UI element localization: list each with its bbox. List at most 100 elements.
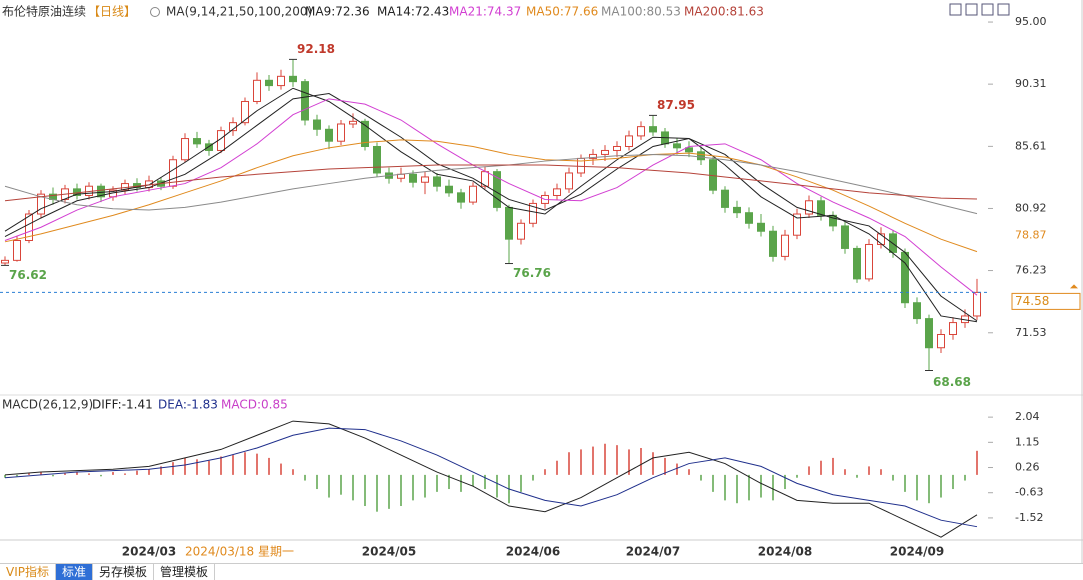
y-tick-label: 90.31 (1015, 77, 1047, 90)
candle-body (253, 79, 261, 102)
candle-body (937, 333, 945, 349)
tab[interactable]: 另存模板 (93, 564, 155, 580)
candle-body (673, 143, 681, 149)
period[interactable]: 【日线】 (88, 5, 136, 19)
macd-line (4, 427, 978, 528)
y-tick-label: 95.00 (1015, 15, 1047, 28)
candle-body (757, 222, 765, 232)
y-tick-label: 80.92 (1015, 201, 1047, 214)
candle-body (913, 302, 921, 320)
candle-body (457, 192, 465, 203)
candle-body (1, 259, 9, 264)
candle-body (601, 149, 609, 155)
candle-body (205, 143, 213, 151)
legend-item: MA9:72.36 (305, 5, 370, 19)
icon[interactable] (965, 3, 978, 16)
legend-item: DEA:-1.83 (158, 398, 218, 412)
last-price-box (1011, 292, 1081, 310)
candle-body (13, 239, 21, 261)
candle-body (361, 120, 369, 147)
candle-body (421, 176, 429, 183)
candle-body (277, 75, 285, 87)
x-tick-label: 2024/09 (890, 545, 944, 559)
x-tick-label: 2024/08 (758, 545, 812, 559)
y-tick-label: -1.52 (1015, 511, 1043, 524)
y-tick-label: 1.15 (1015, 435, 1040, 448)
instrument-title: 布伦特原油连续 (2, 4, 86, 19)
candle-body (901, 251, 909, 304)
candle-body (925, 318, 933, 349)
candle-body (745, 212, 753, 224)
candle-body (949, 322, 957, 335)
tab[interactable]: 标准 (56, 564, 94, 580)
extreme-label: 92.18 (297, 42, 335, 56)
candle-body (301, 81, 309, 121)
candle-body (565, 172, 573, 190)
candle-body (625, 135, 633, 147)
ma-line (4, 139, 978, 253)
icon[interactable] (997, 3, 1010, 16)
legend-item: MACD:0.85 (221, 398, 288, 412)
ma-line (4, 98, 978, 296)
candle-body (805, 200, 813, 215)
ma-line (4, 93, 978, 322)
add-icon[interactable] (150, 7, 160, 17)
legend-item: MA14:72.43 (377, 5, 449, 19)
x-tick-label: 2024/06 (506, 545, 560, 559)
candle-body (649, 126, 657, 133)
cursor-date: 2024/03/18 星期一 (185, 545, 294, 559)
candle-body (313, 119, 321, 130)
background (0, 0, 1083, 563)
y-tick-label: 2.04 (1015, 410, 1040, 423)
candle-body (721, 189, 729, 208)
macd-title: MACD(26,12,9) (2, 398, 93, 412)
legend-item: DIFF:-1.41 (92, 398, 153, 412)
ma-line (4, 153, 978, 215)
ma-line (4, 87, 978, 323)
extreme-label: 87.95 (657, 98, 695, 112)
candle-body (781, 234, 789, 257)
candle-body (97, 185, 105, 198)
tab-bar: VIP指标 标准 另存模板 管理模板 (0, 563, 1083, 580)
candle-body (469, 185, 477, 203)
extreme-label: 76.62 (9, 268, 47, 282)
y-tick-label: 85.61 (1015, 139, 1047, 152)
extreme-label: 76.76 (513, 266, 551, 280)
icon[interactable] (981, 3, 994, 16)
toolbar-icons (949, 3, 1010, 16)
candle-body (289, 75, 297, 83)
axis-marker-label: 78.87 (1015, 229, 1047, 242)
x-tick-label: 2024/03 (122, 545, 176, 559)
candle-body (841, 225, 849, 249)
last-price-label: 74.58 (1015, 294, 1049, 308)
y-tick-label: -0.63 (1015, 486, 1043, 499)
candle-body (769, 230, 777, 257)
candle-body (613, 145, 621, 151)
candle-body (181, 138, 189, 161)
candle-body (529, 202, 537, 224)
candle-body (433, 176, 441, 187)
candle-body (25, 213, 33, 241)
candle-body (685, 147, 693, 153)
candle-body (373, 145, 381, 174)
candle-body (793, 213, 801, 236)
legend-item: MA50:77.66 (526, 5, 598, 19)
ma-line (4, 164, 978, 202)
tab[interactable]: 管理模板 (154, 564, 216, 580)
icon[interactable] (949, 3, 962, 16)
candle-body (505, 206, 513, 240)
candle-body (265, 79, 273, 87)
legend-item: MA21:74.37 (449, 5, 521, 19)
legend-item: MA100:80.53 (601, 5, 681, 19)
x-tick-label: 2024/07 (626, 545, 680, 559)
last-price-arrow (1070, 284, 1078, 289)
macd-line (4, 420, 978, 538)
candle-body (37, 193, 45, 215)
extreme-label: 68.68 (933, 375, 971, 389)
candle-body (493, 171, 501, 208)
tab[interactable]: VIP指标 (0, 564, 56, 580)
candle-body (193, 138, 201, 145)
candle-body (817, 200, 825, 216)
x-tick-label: 2024/05 (362, 545, 416, 559)
